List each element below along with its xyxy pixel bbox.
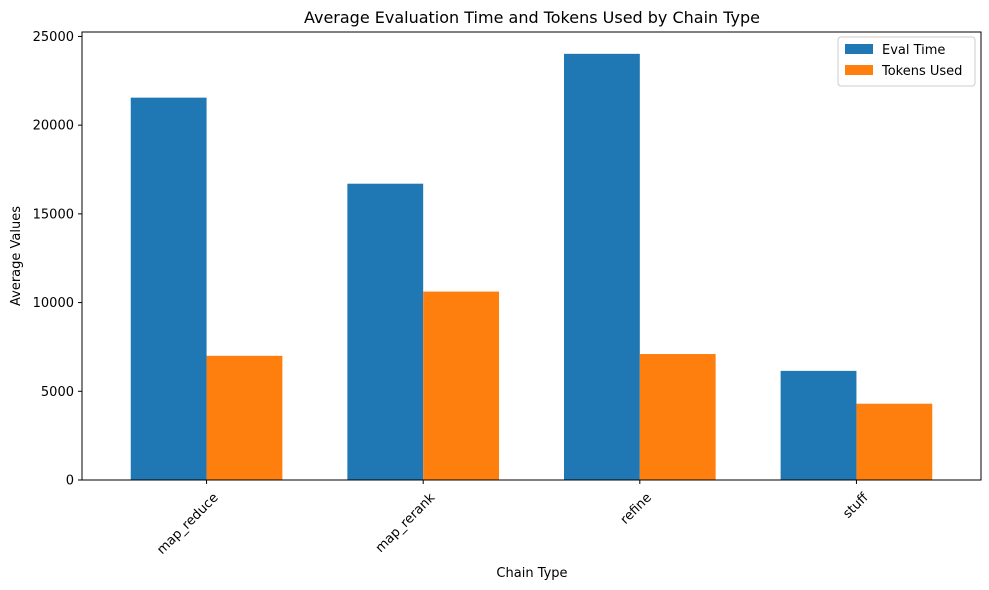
bar-map_reduce-tokens-used — [206, 355, 283, 480]
x-tick-label: refine — [618, 490, 655, 527]
y-tick-label: 0 — [66, 474, 74, 489]
bar-stuff-eval-time — [780, 370, 857, 480]
x-tick-label: map_rerank — [373, 490, 439, 556]
x-axis: map_reduce map_rerank refine stuff — [154, 480, 872, 558]
bar-map_rerank-tokens-used — [423, 291, 500, 480]
y-axis: 0 5000 10000 15000 20000 25000 — [33, 30, 82, 489]
legend-swatch — [845, 65, 873, 75]
x-axis-title: Chain Type — [496, 566, 567, 581]
legend-swatch — [845, 44, 873, 54]
y-tick-label: 20000 — [33, 119, 74, 134]
legend-label: Tokens Used — [881, 64, 962, 79]
bars-layer — [130, 53, 933, 481]
bar-refine-tokens-used — [639, 354, 716, 480]
y-axis-title: Average Values — [9, 206, 24, 306]
bar-map_rerank-eval-time — [347, 183, 424, 480]
chart-title: Average Evaluation Time and Tokens Used … — [304, 8, 760, 27]
bar-refine-eval-time — [563, 53, 640, 481]
y-tick-label: 10000 — [33, 296, 74, 311]
legend: Eval Time Tokens Used — [837, 36, 976, 87]
bar-map_reduce-eval-time — [130, 97, 207, 480]
x-tick-label: stuff — [840, 490, 872, 522]
bar-stuff-tokens-used — [856, 403, 933, 480]
y-tick-label: 5000 — [41, 385, 74, 400]
y-tick-label: 25000 — [33, 30, 74, 45]
legend-label: Eval Time — [882, 43, 945, 58]
plot-frame — [81, 31, 982, 481]
y-tick-label: 15000 — [33, 207, 74, 222]
x-tick-label: map_reduce — [154, 490, 221, 557]
